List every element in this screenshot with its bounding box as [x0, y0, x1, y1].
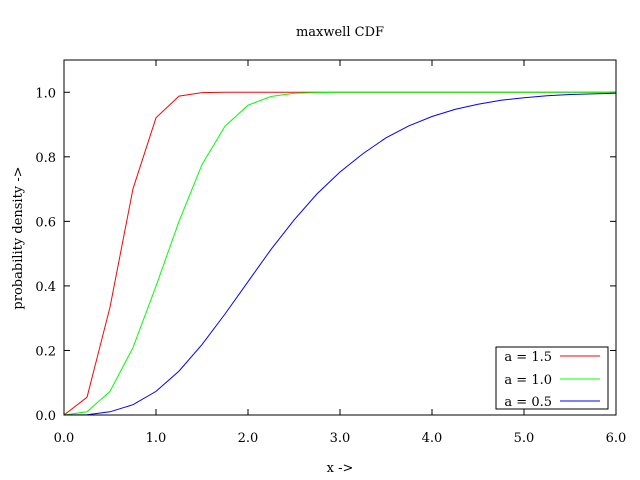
x-tick-label: 6.0 [606, 431, 627, 446]
y-axis-label: probability density -> [11, 166, 26, 309]
y-tick-label: 0.6 [35, 215, 56, 230]
series-line-1 [63, 91, 616, 416]
series-group [63, 91, 617, 416]
series-line-0 [63, 91, 616, 416]
y-tick-label: 0.4 [35, 280, 56, 295]
y-tick-label: 1.0 [35, 86, 56, 101]
legend-box [495, 346, 609, 410]
legend-label: a = 1.5 [504, 350, 552, 365]
chart-title: maxwell CDF [296, 25, 384, 40]
plot-frame [63, 59, 617, 416]
series-line-2 [63, 92, 617, 416]
x-tick-label: 2.0 [238, 431, 259, 446]
y-tick-label: 0.2 [35, 344, 56, 359]
legend-label: a = 0.5 [504, 395, 552, 410]
y-tick-label: 0.0 [35, 409, 56, 424]
legend: a = 1.5 a = 1.0 a = 0.5 [495, 346, 609, 410]
y-tick-label: 0.8 [35, 151, 56, 166]
x-tick-label: 4.0 [422, 431, 443, 446]
x-tick-label: 0.0 [54, 431, 75, 446]
x-tick-label: 3.0 [330, 431, 351, 446]
axis-ticks: 0.0 1.0 2.0 3.0 4.0 5.0 6.0 0.0 0.2 0.4 0.6 0.8 1.0 [35, 60, 626, 446]
x-axis-label: x -> [327, 461, 354, 476]
x-tick-label: 5.0 [514, 431, 535, 446]
legend-label: a = 1.0 [504, 373, 552, 388]
x-tick-label: 1.0 [146, 431, 167, 446]
